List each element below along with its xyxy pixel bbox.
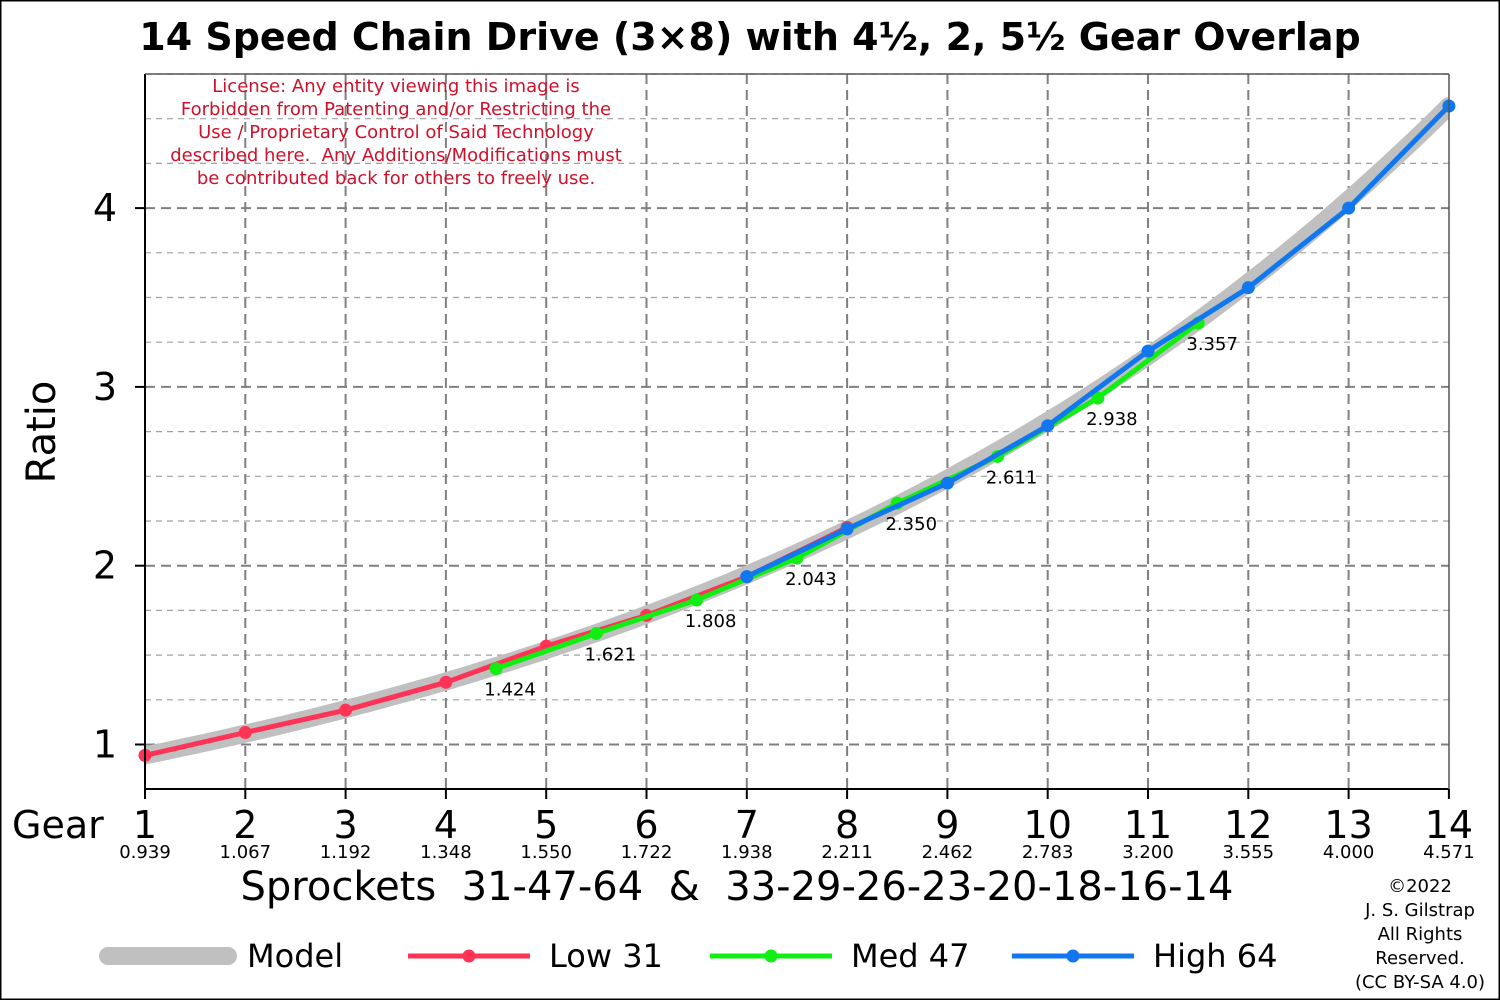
x-tick-ratio-label: 1.722 (621, 842, 673, 863)
data-point-low-31 (439, 675, 453, 689)
data-label: 1.424 (484, 680, 536, 701)
x-tick-label: 8 (835, 803, 859, 847)
grid (145, 73, 1449, 789)
x-tick-ratio-label: 2.462 (922, 842, 974, 863)
series-high-64 (740, 99, 1456, 584)
data-point-low-31 (238, 726, 252, 740)
x-tick-ratio-label: 1.550 (520, 842, 572, 863)
data-point-med-47 (1091, 391, 1105, 405)
data-label: 2.938 (1086, 409, 1138, 430)
data-point-med-47 (589, 626, 603, 640)
x-tick-ratio-label: 1.067 (220, 842, 272, 863)
x-tick-label: 13 (1324, 803, 1372, 847)
data-point-high-64 (1241, 281, 1255, 295)
data-point-high-64 (840, 522, 854, 536)
series-line-high-64 (744, 103, 1452, 580)
legend-label-med-47: Med 47 (851, 937, 970, 975)
data-label: 1.808 (685, 611, 737, 632)
x-tick-label: 1 (133, 803, 157, 847)
x-tick-label: 3 (334, 803, 358, 847)
copyright-line: (CC BY-SA 4.0) (1355, 972, 1485, 993)
license-text-line: described here. Any Additions/Modificati… (170, 145, 622, 166)
license-text-line: Use / Proprietary Control of Said Techno… (198, 122, 594, 143)
x-axis-prefix-label: Gear (12, 803, 104, 847)
license-text-line: License: Any entity viewing this image i… (212, 76, 579, 97)
copyright-line: All Rights (1378, 924, 1463, 945)
x-tick-ratio-label: 1.192 (320, 842, 372, 863)
x-tick-ratio-label: 1.348 (420, 842, 472, 863)
chart-title: 14 Speed Chain Drive (3×8) with 4½, 2, 5… (139, 15, 1360, 59)
x-tick-label: 14 (1425, 803, 1473, 847)
legend-label-high-64: High 64 (1153, 937, 1277, 975)
data-point-low-31 (339, 703, 353, 717)
x-tick-label: 4 (434, 803, 458, 847)
x-tick-label: 2 (233, 803, 257, 847)
x-tick-label: 12 (1224, 803, 1272, 847)
copyright-line: Reserved. (1375, 948, 1465, 969)
data-point-high-64 (1141, 344, 1155, 358)
x-tick-ratio-label: 3.200 (1122, 842, 1174, 863)
y-tick-label: 3 (93, 365, 117, 409)
license-text-line: be contributed back for others to freely… (197, 168, 595, 189)
x-tick-label: 6 (634, 803, 658, 847)
y-axis-label: Ratio (19, 381, 65, 484)
legend: Model Low 31 Med 47 High 64 (99, 937, 1277, 975)
x-tick-ratio-label: 2.211 (821, 842, 873, 863)
legend-marker-low-31 (462, 949, 476, 963)
x-tick-ratio-label: 4.571 (1423, 842, 1475, 863)
x-tick-ratio-label: 0.939 (119, 842, 171, 863)
x-tick-label: 5 (534, 803, 558, 847)
legend-marker-high-64 (1066, 949, 1080, 963)
x-tick-label: 10 (1024, 803, 1072, 847)
x-axis-label: Sprockets 31-47-64 & 33-29-26-23-20-18-1… (241, 864, 1234, 910)
x-tick-ratio-label: 2.783 (1022, 842, 1074, 863)
license-text-line: Forbidden from Patenting and/or Restrict… (181, 99, 611, 120)
data-point-high-64 (940, 476, 954, 490)
data-point-med-47 (489, 662, 503, 676)
data-point-med-47 (690, 593, 704, 607)
copyright-line: J. S. Gilstrap (1364, 900, 1475, 921)
x-tick-label: 9 (935, 803, 959, 847)
data-point-high-64 (1342, 201, 1356, 215)
x-tick-label: 11 (1124, 803, 1172, 847)
x-tick-ratio-label: 1.938 (721, 842, 773, 863)
data-point-high-64 (740, 570, 754, 584)
data-label: 2.611 (986, 467, 1038, 488)
y-tick-label: 4 (93, 186, 117, 230)
data-label: 2.043 (785, 569, 837, 590)
data-label: 3.357 (1186, 334, 1238, 355)
y-tick-label: 2 (93, 544, 117, 588)
legend-label-model: Model (247, 937, 343, 975)
x-tick-ratio-label: 3.555 (1223, 842, 1275, 863)
data-point-high-64 (1041, 419, 1055, 433)
legend-label-low-31: Low 31 (549, 937, 663, 975)
copyright-line: ©2022 (1388, 876, 1452, 897)
legend-marker-med-47 (764, 949, 778, 963)
y-tick-label: 1 (93, 723, 117, 767)
x-tick-label: 7 (735, 803, 759, 847)
data-label: 1.621 (585, 644, 637, 665)
data-label: 2.350 (885, 514, 937, 535)
x-tick-ratio-label: 4.000 (1323, 842, 1375, 863)
